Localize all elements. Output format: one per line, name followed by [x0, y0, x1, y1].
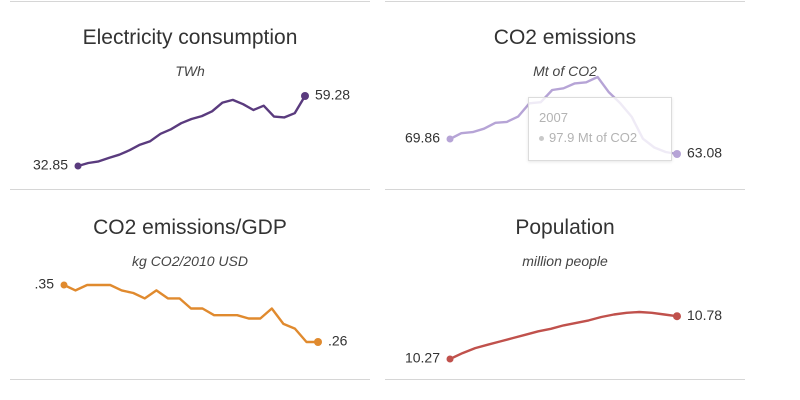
tooltip-value: 97.9 Mt of CO2 [549, 130, 638, 145]
sparkline-chart[interactable]: 32.85 59.28 [10, 0, 370, 190]
chart-title: CO2 emissions/GDP [93, 216, 287, 239]
sparkline-chart[interactable]: 10.27 10.78 [385, 190, 745, 380]
chart-panel-co2-emissions: CO2 emissions Mt of CO2 69.86 63.08 2007 … [385, 0, 745, 190]
chart-panel-population: Population million people 10.27 10.78 [385, 190, 745, 380]
start-value-label: 69.86 [405, 130, 440, 146]
start-point[interactable] [60, 281, 68, 289]
chart-panel-co2-per-gdp: CO2 emissions/GDP kg CO2/2010 USD .35 .26 [10, 190, 370, 380]
start-point[interactable] [446, 135, 454, 143]
panel-top-divider [385, 1, 745, 2]
chart-unit: kg CO2/2010 USD [132, 253, 248, 269]
start-value-label: .35 [35, 276, 55, 292]
start-value-label: 10.27 [405, 350, 440, 366]
chart-tooltip: 2007 97.9 Mt of CO2 [528, 97, 672, 161]
end-point[interactable] [673, 312, 681, 321]
tooltip-year: 2007 [539, 110, 568, 125]
end-point[interactable] [301, 92, 309, 100]
panel-bottom-divider [385, 379, 745, 380]
panel-bottom-divider [10, 189, 370, 190]
end-value-label: .26 [328, 333, 348, 349]
sparkline-chart[interactable]: 69.86 63.08 [385, 0, 745, 190]
chart-title: Population [515, 216, 615, 239]
end-point[interactable] [314, 338, 322, 346]
sparkline-chart[interactable]: .35 .26 [10, 190, 370, 380]
end-point[interactable] [673, 150, 681, 158]
end-value-label: 59.28 [315, 87, 350, 103]
chart-title: CO2 emissions [493, 26, 637, 49]
tooltip-bullet-icon [539, 136, 544, 142]
panel-top-divider [10, 1, 370, 2]
start-point[interactable] [74, 162, 82, 170]
panel-bottom-divider [10, 379, 370, 380]
end-value-label: 63.08 [687, 145, 722, 161]
chart-unit: million people [522, 253, 608, 269]
chart-unit: Mt of CO2 [533, 63, 597, 79]
chart-panel-electricity: Electricity consumption TWh 32.85 59.28 [10, 0, 370, 190]
end-value-label: 10.78 [687, 307, 722, 323]
start-point[interactable] [446, 355, 454, 363]
chart-unit: TWh [175, 63, 205, 79]
chart-title: Electricity consumption [82, 26, 298, 49]
series-line [63, 283, 318, 344]
panel-bottom-divider [385, 189, 745, 190]
tooltip-value-row: 97.9 Mt of CO2 [539, 130, 637, 145]
series-line [449, 310, 678, 361]
series-line [77, 95, 307, 168]
start-value-label: 32.85 [33, 157, 68, 173]
